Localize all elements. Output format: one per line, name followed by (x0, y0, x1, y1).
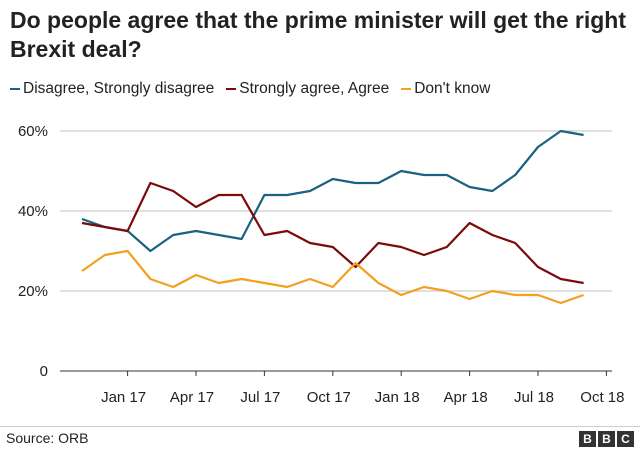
x-tick-label: Jan 17 (101, 389, 146, 406)
x-tick-label: Jul 17 (240, 389, 280, 406)
footer-divider (0, 426, 640, 427)
chart-title: Do people agree that the prime minister … (10, 7, 626, 62)
legend-label: Disagree, Strongly disagree (23, 80, 215, 97)
x-tick-label: Jul 18 (514, 389, 554, 406)
x-tick-label: Oct 17 (307, 389, 351, 406)
series-line-2 (81, 249, 584, 305)
y-tick-label: 60% (18, 123, 48, 140)
legend-label: Don't know (414, 80, 491, 97)
x-tick-label: Apr 18 (443, 389, 487, 406)
y-tick-label: 20% (18, 283, 48, 300)
series-line-1 (81, 181, 584, 285)
legend-item-agree: Strongly agree, Agree (226, 80, 389, 98)
y-tick-label: 40% (18, 203, 48, 220)
source-note: Source: ORB (6, 430, 89, 446)
legend-swatch (401, 88, 412, 90)
legend-label: Strongly agree, Agree (239, 80, 390, 97)
legend-item-disagree: Disagree, Strongly disagree (10, 80, 214, 98)
x-tick-label: Oct 18 (580, 389, 624, 406)
legend-swatch (10, 88, 20, 90)
x-tick-label: Apr 17 (170, 389, 214, 406)
x-tick-label: Jan 18 (375, 389, 420, 406)
legend: Disagree, Strongly disagree Strongly agr… (10, 80, 490, 98)
y-tick-label: 0 (40, 363, 48, 380)
series-line-0 (81, 129, 584, 253)
legend-item-dont-know: Don't know (401, 80, 490, 98)
legend-swatch (226, 88, 237, 90)
